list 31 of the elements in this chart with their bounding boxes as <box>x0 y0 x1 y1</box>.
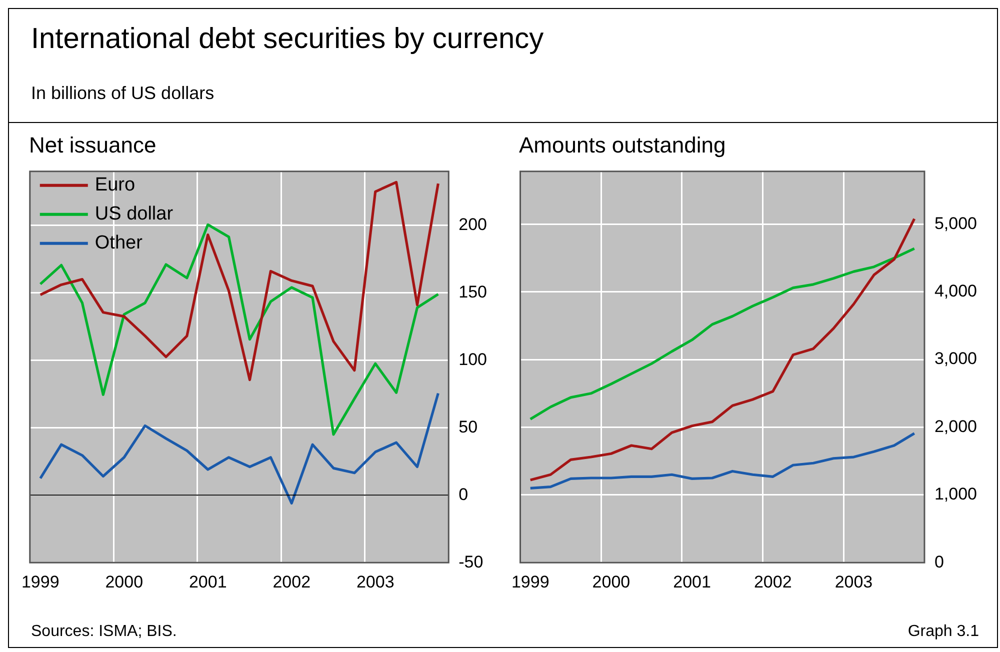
source-note: Sources: ISMA; BIS. <box>31 623 177 641</box>
y-tick-label: 100 <box>458 350 488 369</box>
legend-label: Other <box>94 232 144 254</box>
chart-title: Net issuance <box>29 132 156 158</box>
y-tick-label: 4,000 <box>934 282 978 301</box>
y-tick-label: 2,000 <box>934 416 978 436</box>
caption: Graph 3.1 <box>908 623 979 641</box>
chart-title: Amounts outstanding <box>519 132 726 158</box>
legend-label: Euro <box>94 174 136 196</box>
x-tick-label: 2000 <box>105 572 144 592</box>
x-tick-label: 2002 <box>754 572 792 592</box>
y-tick-label: 5,000 <box>934 214 978 233</box>
x-tick-label: 2003 <box>356 572 394 592</box>
y-tick-label: 50 <box>458 417 478 436</box>
x-tick-label: 2002 <box>272 572 311 592</box>
legend-label: US dollar <box>94 204 174 225</box>
text: International debt securities by currency <box>31 23 544 56</box>
x-tick-label: 1999 <box>21 572 60 592</box>
text: In billions of US dollars <box>31 83 214 104</box>
y-tick-label: 1,000 <box>934 484 978 504</box>
x-tick-label: 2003 <box>834 572 873 592</box>
y-tick-label: 200 <box>458 215 488 234</box>
x-tick-label: 2000 <box>592 572 630 592</box>
x-tick-label: 2001 <box>673 572 711 592</box>
x-tick-label: 2001 <box>188 572 227 592</box>
x-tick-label: 1999 <box>511 572 550 592</box>
y-tick-label: 0 <box>934 552 944 572</box>
y-tick-label: -50 <box>458 552 484 572</box>
y-tick-label: 3,000 <box>934 349 978 368</box>
y-tick-label: 150 <box>458 282 488 302</box>
y-tick-label: 0 <box>458 484 468 504</box>
